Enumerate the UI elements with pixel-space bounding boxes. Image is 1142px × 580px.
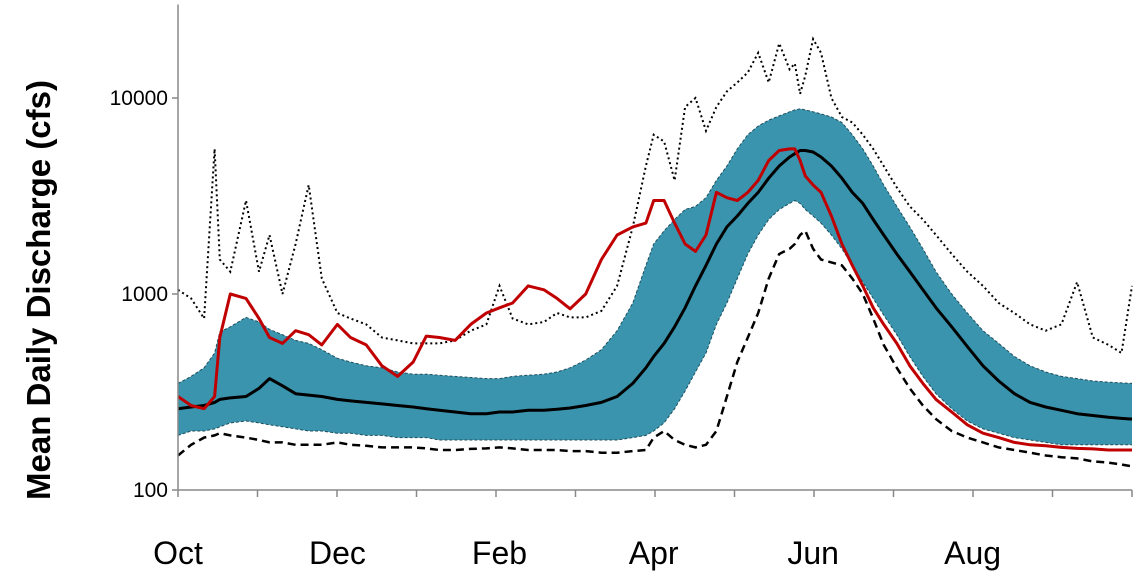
y-axis-label: Mean Daily Discharge (cfs) (20, 80, 57, 500)
series-maximum (177, 36, 1133, 355)
x-tick-label: Feb (472, 535, 527, 571)
x-tick-label: Aug (944, 535, 1001, 571)
y-tick-label: 10000 (110, 87, 168, 110)
y-tick-label: 1000 (121, 283, 168, 306)
plot-area (177, 36, 1133, 468)
series-median (177, 149, 1133, 421)
series-current-year (177, 147, 1132, 452)
percentile-band (178, 108, 1132, 445)
axes: 100 1000 10000 Oct Dec Feb Apr Jun Aug (110, 4, 1133, 571)
x-tick-label: Jun (787, 535, 839, 571)
series-minimum (177, 228, 1133, 468)
x-tick-label: Apr (629, 535, 679, 571)
y-tick-label: 100 (133, 479, 168, 502)
band-lower-edge (177, 199, 1132, 446)
x-tick-label: Oct (153, 535, 203, 571)
band-upper-edge (177, 108, 1133, 384)
x-tick-label: Dec (309, 535, 366, 571)
